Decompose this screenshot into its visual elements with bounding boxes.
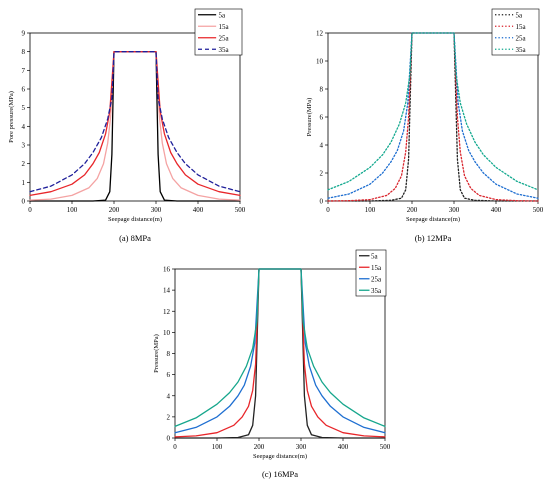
series-line-25a (327, 32, 539, 199)
series-line-15a (29, 51, 241, 201)
x-tick-label: 100 (365, 206, 376, 214)
x-tick-label: 0 (173, 443, 177, 451)
x-tick-label: 200 (109, 206, 120, 214)
legend-label: 25a (516, 34, 527, 42)
plot-frame (327, 32, 539, 202)
y-tick-label: 0 (22, 198, 26, 206)
legend: 5a 15a 25a 35a (355, 249, 387, 297)
series-line-5a (174, 268, 386, 439)
y-tick-label: 9 (22, 30, 26, 38)
chart-panel-2: 0 100 200 300 400 500 0 2 4 6 8 10 12 Seepage distanc… (306, 8, 544, 243)
series-line-5a (29, 51, 241, 202)
legend-label: 25a (371, 275, 382, 283)
y-axis-title: Pore pressure(MPa) (8, 91, 15, 143)
y-tick-label: 0 (320, 198, 324, 206)
x-tick-label: 300 (296, 443, 307, 451)
y-tick-label: 4 (320, 142, 324, 150)
y-tick-label: 8 (167, 350, 171, 358)
plot-frame (174, 268, 386, 439)
legend-label: 25a (219, 34, 230, 42)
legend-label: 5a (371, 252, 379, 260)
series-line-35a (174, 268, 386, 428)
legend-box (355, 249, 387, 297)
panel-caption: (a) 8MPa (119, 233, 151, 243)
y-tick-label: 2 (320, 170, 324, 178)
y-tick-label: 6 (22, 86, 26, 94)
y-tick-label: 0 (167, 435, 171, 443)
x-tick-label: 100 (67, 206, 78, 214)
x-tick-label: 0 (28, 206, 32, 214)
x-tick-label: 400 (338, 443, 349, 451)
y-tick-label: 3 (22, 142, 26, 150)
legend-label: 15a (371, 264, 382, 272)
x-tick-label: 300 (151, 206, 162, 214)
legend-box (194, 8, 243, 56)
legend-label: 5a (516, 11, 524, 19)
series-line-35a (327, 32, 539, 191)
legend-label: 35a (219, 46, 230, 54)
x-tick-label: 300 (449, 206, 460, 214)
y-tick-label: 16 (163, 266, 171, 274)
y-tick-label: 10 (163, 329, 171, 337)
y-tick-label: 8 (22, 48, 26, 56)
y-tick-label: 7 (22, 67, 26, 75)
panel-caption: (b) 12MPa (415, 233, 452, 243)
y-tick-label: 12 (163, 308, 171, 316)
y-tick-label: 1 (22, 179, 26, 187)
x-tick-label: 500 (235, 206, 246, 214)
x-tick-label: 400 (491, 206, 502, 214)
y-tick-label: 6 (167, 371, 171, 379)
legend-box (491, 8, 540, 56)
y-axis-title: Pressure(MPa) (153, 334, 160, 373)
legend-label: 15a (219, 23, 230, 31)
legend-label: 35a (371, 287, 382, 295)
plot-frame (29, 32, 241, 202)
chart-panel-3: 0 100 200 300 400 500 0 2 4 6 8 10 12 14 16 Seepage dis… (153, 249, 391, 479)
x-tick-label: 400 (193, 206, 204, 214)
legend-label: 5a (219, 11, 227, 19)
series-line-25a (29, 51, 241, 197)
legend-label: 35a (516, 46, 527, 54)
y-tick-label: 4 (22, 123, 26, 131)
chart-panel-1: 0 100 200 300 400 500 0 1 2 3 4 5 6 7 8 9 Seepage distan… (8, 8, 246, 243)
x-axis-title: Seepage distance(m) (253, 453, 307, 460)
x-tick-label: 100 (212, 443, 223, 451)
x-tick-label: 200 (254, 443, 265, 451)
legend: 5a 15a 25a 35a (194, 8, 243, 56)
y-tick-label: 2 (22, 160, 26, 168)
x-axis-title: Seepage distance(m) (108, 216, 162, 223)
y-tick-label: 10 (316, 58, 324, 66)
y-axis-title: Pressure(MPa) (306, 98, 313, 137)
series-line-5a (327, 32, 539, 202)
y-tick-label: 14 (163, 287, 171, 295)
x-tick-label: 500 (533, 206, 544, 214)
series-line-25a (174, 268, 386, 434)
legend: 5a 15a 25a 35a (491, 8, 540, 56)
x-tick-label: 0 (326, 206, 330, 214)
x-axis-title: Seepage distance(m) (406, 216, 460, 223)
x-tick-label: 200 (407, 206, 418, 214)
y-tick-label: 8 (320, 86, 324, 94)
y-tick-label: 2 (167, 413, 171, 421)
series-line-15a (327, 32, 539, 202)
legend-label: 15a (516, 23, 527, 31)
y-tick-label: 5 (22, 104, 26, 112)
y-tick-label: 12 (316, 30, 324, 38)
series-line-35a (29, 51, 241, 193)
y-tick-label: 6 (320, 114, 324, 122)
x-tick-label: 500 (380, 443, 391, 451)
y-tick-label: 4 (167, 392, 171, 400)
panel-caption: (c) 16MPa (262, 469, 298, 479)
